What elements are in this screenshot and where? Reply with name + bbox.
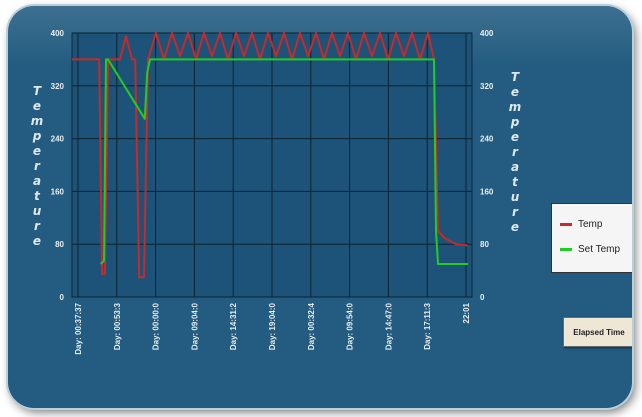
y-tick-label-left: 240 (51, 135, 65, 144)
legend-item-temp: Temp (560, 219, 602, 230)
temperature-chart: 0 0 80 80 160 160 240 240 320 320 400 400 Day: 00:37… (51, 29, 494, 355)
x-tick-label: Day: 00:00:0 (152, 302, 161, 350)
legend-item-set-temp: Set Temp (560, 244, 620, 255)
legend-label-set-temp: Set Temp (578, 244, 621, 255)
y-tick-label-left: 320 (51, 82, 65, 91)
y-tick-label-right: 400 (480, 29, 494, 38)
y-tick-label-right: 0 (480, 293, 485, 302)
y-tick-label-left: 160 (51, 187, 65, 196)
legend-swatch-set-temp (560, 248, 572, 251)
x-tick-label: 22:01 (462, 302, 471, 323)
x-tick-label: Day: 00:37:37 (74, 302, 83, 354)
x-tick-label: Day: 14:47:0 (384, 302, 393, 350)
y-tick-label-right: 320 (480, 82, 494, 91)
x-tick-label: Day: 09:04:0 (190, 302, 199, 350)
y-tick-label-right: 80 (480, 240, 489, 249)
x-tick-label: Day: 00:32:4 (307, 302, 316, 350)
x-tick-label: Day: 14:31:2 (229, 302, 238, 350)
series-line-temp (72, 32, 469, 279)
y-tick-label-left: 0 (60, 293, 65, 302)
x-tick-label: Day: 19:04:0 (268, 302, 277, 350)
y-tick-label-left: 400 (51, 29, 65, 38)
series-line-set-temp (100, 58, 468, 265)
legend-label-temp: Temp (578, 219, 603, 230)
y-tick-label-left: 80 (55, 240, 64, 249)
elapsed-time-button[interactable]: Elapsed Time (563, 317, 632, 347)
x-tick-label: Day: 17:11:3 (423, 302, 432, 349)
y-tick-label-right: 240 (480, 135, 494, 144)
x-tick-label: Day: 00:53:3 (113, 302, 122, 350)
y-tick-label-right: 160 (480, 187, 494, 196)
legend-swatch-temp (560, 223, 572, 226)
chart-panel: 0 0 80 80 160 160 240 240 320 320 400 400 Day: 00:37… (8, 6, 632, 408)
x-tick-label: Day: 09:54:0 (346, 302, 355, 350)
chart-legend: Temp Set Temp (551, 203, 632, 273)
